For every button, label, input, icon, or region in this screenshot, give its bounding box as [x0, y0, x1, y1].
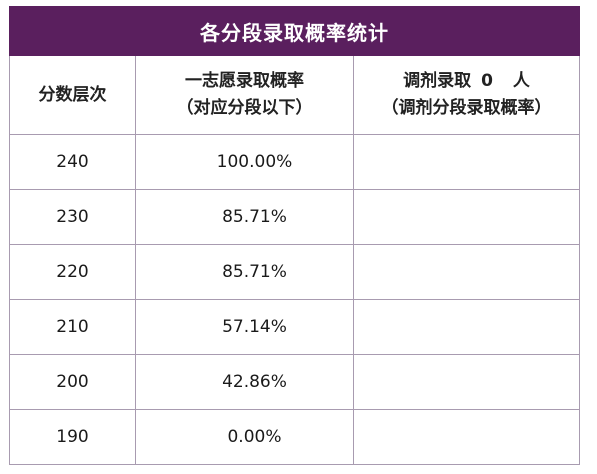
row-score: 220: [9, 244, 136, 300]
title-row: 各分段录取概率统计: [8, 6, 581, 56]
table-row: 190 0.00%: [9, 409, 581, 465]
row-rate-value: 85.71%: [222, 207, 287, 227]
row-rate-value: 85.71%: [222, 262, 287, 282]
header-adjusted-line2: （调剂分段录取概率）: [381, 98, 552, 118]
row-rate-value: 0.00%: [227, 427, 282, 447]
row-rate: 0.00%: [135, 409, 354, 465]
row-adjusted: [352, 189, 581, 245]
header-row: 分数层次 一志愿录取概率 （对应分段以下） 调剂录取 0 人 （调剂分段录取概率）: [9, 55, 581, 135]
row-score: 230: [9, 189, 136, 245]
header-score: 分数层次: [9, 55, 136, 135]
table-row: 200 42.86%: [9, 354, 581, 410]
row-score: 240: [9, 134, 136, 190]
row-rate-value: 100.00%: [216, 152, 293, 172]
row-rate: 57.14%: [135, 299, 354, 355]
table-row: 220 85.71%: [9, 244, 581, 300]
table-title: 各分段录取概率统计: [8, 6, 581, 56]
adjusted-count: 0: [481, 71, 493, 91]
stats-table-container: 各分段录取概率统计 分数层次 一志愿录取概率 （对应分段以下） 调剂录取 0 人 （…: [8, 6, 581, 465]
table-row: 210 57.14%: [9, 299, 581, 355]
header-adjusted: 调剂录取 0 人 （调剂分段录取概率）: [352, 55, 581, 135]
table-row: 240 100.00%: [9, 134, 581, 190]
row-adjusted: [352, 409, 581, 465]
header-rate-line1: 一志愿录取概率: [185, 71, 304, 91]
row-adjusted: [352, 354, 581, 410]
row-rate: 42.86%: [135, 354, 354, 410]
header-adjusted-line1: 调剂录取 0 人: [354, 68, 579, 95]
row-adjusted: [352, 134, 581, 190]
row-score: 190: [9, 409, 136, 465]
row-rate: 100.00%: [135, 134, 354, 190]
row-rate-value: 57.14%: [222, 317, 287, 337]
header-adjusted-prefix: 调剂录取: [403, 71, 472, 91]
row-score: 200: [9, 354, 136, 410]
header-score-label: 分数层次: [38, 84, 107, 105]
row-rate: 85.71%: [135, 189, 354, 245]
row-rate-value: 42.86%: [222, 372, 287, 392]
row-adjusted: [352, 299, 581, 355]
admission-probability-table: 各分段录取概率统计 分数层次 一志愿录取概率 （对应分段以下） 调剂录取 0 人 （…: [8, 6, 581, 465]
row-rate: 85.71%: [135, 244, 354, 300]
header-rate-line2: （对应分段以下）: [176, 98, 313, 118]
row-score: 210: [9, 299, 136, 355]
header-rate: 一志愿录取概率 （对应分段以下）: [135, 55, 354, 135]
table-row: 230 85.71%: [9, 189, 581, 245]
row-adjusted: [352, 244, 581, 300]
header-adjusted-suffix: 人: [512, 71, 530, 91]
